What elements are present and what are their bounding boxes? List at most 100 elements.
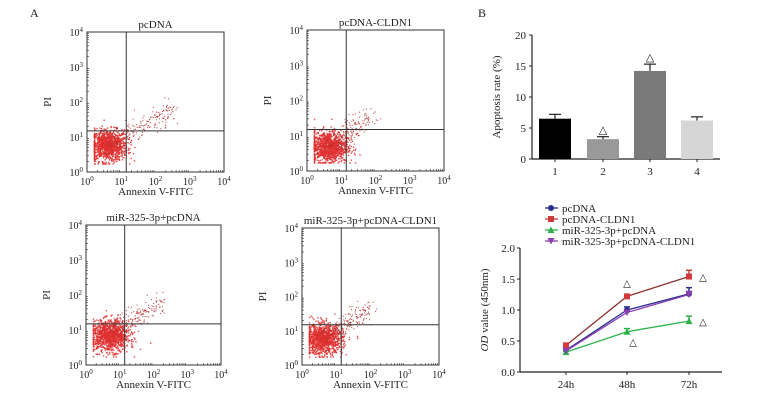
event-point bbox=[355, 148, 357, 150]
event-point bbox=[123, 152, 126, 155]
event-point bbox=[155, 124, 157, 126]
event-point bbox=[335, 136, 338, 138]
event-point bbox=[326, 149, 329, 151]
event-point bbox=[114, 327, 116, 329]
event-point bbox=[343, 151, 345, 153]
event-point bbox=[95, 155, 98, 158]
event-point bbox=[319, 317, 322, 319]
event-point bbox=[114, 328, 116, 330]
event-point bbox=[113, 337, 115, 339]
event-point bbox=[337, 162, 339, 164]
event-point bbox=[114, 142, 116, 145]
event-point bbox=[318, 328, 321, 330]
event-point bbox=[114, 341, 116, 343]
event-point bbox=[324, 161, 326, 163]
event-point bbox=[114, 336, 117, 339]
event-point bbox=[318, 354, 320, 356]
event-point bbox=[353, 136, 356, 138]
event-point bbox=[119, 326, 121, 329]
event-point bbox=[121, 137, 124, 139]
event-point bbox=[332, 335, 334, 338]
event-point bbox=[130, 157, 132, 160]
event-point bbox=[144, 124, 146, 126]
event-point bbox=[112, 143, 114, 146]
event-point bbox=[313, 137, 316, 140]
event-point bbox=[336, 137, 338, 139]
event-point bbox=[116, 336, 118, 338]
event-point bbox=[123, 147, 125, 149]
event-point bbox=[100, 151, 103, 154]
event-point bbox=[121, 327, 124, 329]
event-point bbox=[334, 343, 336, 345]
event-point bbox=[115, 330, 117, 333]
event-point bbox=[93, 148, 96, 151]
event-point bbox=[148, 307, 150, 309]
event-point bbox=[323, 332, 325, 335]
event-point bbox=[339, 138, 341, 140]
event-point bbox=[108, 134, 110, 136]
event-point bbox=[330, 157, 332, 159]
event-point bbox=[109, 152, 111, 154]
event-point bbox=[100, 148, 102, 150]
event-point bbox=[313, 318, 315, 320]
event-point bbox=[116, 127, 118, 129]
event-point bbox=[342, 152, 345, 155]
event-point bbox=[332, 146, 335, 148]
event-point bbox=[118, 333, 120, 336]
event-point bbox=[103, 155, 106, 158]
event-point bbox=[109, 343, 111, 346]
event-point bbox=[104, 339, 106, 342]
event-point bbox=[126, 324, 128, 326]
x-tick-label: 100 bbox=[79, 368, 93, 381]
event-point bbox=[103, 337, 106, 340]
event-point bbox=[110, 334, 113, 336]
event-point bbox=[164, 124, 167, 126]
event-point bbox=[102, 152, 104, 154]
event-point bbox=[333, 133, 335, 135]
event-point bbox=[112, 145, 115, 148]
event-point bbox=[339, 337, 342, 339]
event-point bbox=[97, 149, 100, 152]
event-point bbox=[131, 130, 133, 132]
event-point bbox=[104, 321, 107, 323]
x-axis-label: Annexin V-FITC bbox=[118, 186, 193, 198]
event-point bbox=[323, 322, 326, 325]
event-point bbox=[329, 162, 331, 164]
event-point bbox=[115, 152, 118, 154]
event-point bbox=[131, 321, 134, 323]
event-point bbox=[98, 345, 100, 348]
event-point bbox=[339, 133, 341, 135]
event-point bbox=[101, 344, 104, 346]
plot-title: miR-325-3p+pcDNA bbox=[106, 212, 200, 224]
y-tick-label: 102 bbox=[70, 96, 84, 109]
event-point bbox=[343, 335, 346, 337]
event-point bbox=[135, 128, 137, 130]
event-point bbox=[107, 341, 109, 343]
event-point bbox=[111, 314, 113, 316]
event-point bbox=[323, 342, 326, 344]
event-point bbox=[326, 326, 328, 329]
event-point bbox=[314, 150, 317, 152]
x-tick-label: 102 bbox=[147, 368, 161, 381]
event-point bbox=[98, 353, 101, 356]
event-point bbox=[346, 130, 349, 133]
event-point bbox=[319, 162, 322, 164]
event-point bbox=[329, 150, 331, 152]
event-point bbox=[92, 329, 95, 331]
event-point bbox=[348, 150, 350, 153]
event-point bbox=[109, 342, 112, 344]
event-point bbox=[93, 327, 96, 330]
event-point bbox=[129, 318, 132, 321]
event-point bbox=[124, 335, 127, 337]
event-point bbox=[352, 131, 354, 133]
event-point bbox=[316, 339, 318, 342]
event-point bbox=[347, 147, 350, 149]
event-point bbox=[131, 312, 133, 314]
event-point bbox=[132, 135, 135, 137]
event-point bbox=[350, 138, 352, 140]
event-point bbox=[117, 338, 119, 341]
event-point bbox=[342, 142, 345, 144]
event-point bbox=[119, 329, 121, 331]
event-point bbox=[92, 334, 95, 336]
event-point bbox=[353, 143, 355, 145]
